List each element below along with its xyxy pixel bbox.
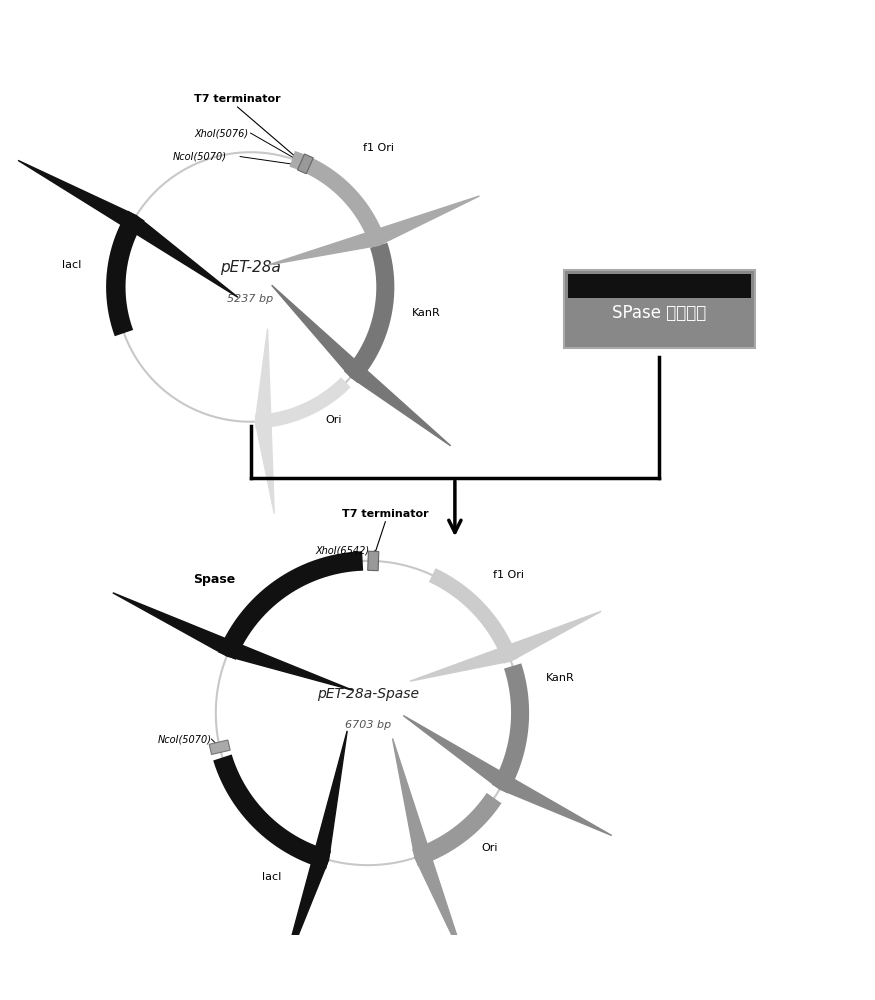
Text: pET-28a: pET-28a <box>220 260 281 275</box>
Polygon shape <box>280 731 347 981</box>
Text: lacI: lacI <box>262 872 282 882</box>
Text: f1 Ori: f1 Ori <box>363 143 395 153</box>
Text: NcoI(5070): NcoI(5070) <box>158 734 212 744</box>
Polygon shape <box>393 739 467 967</box>
FancyBboxPatch shape <box>564 270 755 348</box>
Text: Ori: Ori <box>325 415 341 425</box>
Polygon shape <box>113 593 353 690</box>
Text: pET-28a-Spase: pET-28a-Spase <box>317 687 419 701</box>
Polygon shape <box>271 285 451 446</box>
Text: KanR: KanR <box>411 308 440 318</box>
Polygon shape <box>403 716 612 836</box>
Polygon shape <box>18 160 238 297</box>
Polygon shape <box>269 196 480 265</box>
Text: lacI: lacI <box>61 260 81 270</box>
Text: XhoI(5076): XhoI(5076) <box>194 128 248 138</box>
Text: Spase: Spase <box>193 573 235 586</box>
Text: f1 Ori: f1 Ori <box>493 570 524 580</box>
FancyBboxPatch shape <box>568 274 751 298</box>
Bar <box>368 551 379 571</box>
Bar <box>298 154 313 174</box>
Polygon shape <box>410 611 601 681</box>
Text: T7 terminator: T7 terminator <box>342 509 429 519</box>
Bar <box>209 740 230 754</box>
Text: KanR: KanR <box>546 673 575 683</box>
Text: SPase 基因片段: SPase 基因片段 <box>612 304 706 322</box>
Text: Ori: Ori <box>481 843 498 853</box>
Text: T7 terminator: T7 terminator <box>194 94 281 104</box>
Text: 6703 bp: 6703 bp <box>345 720 391 730</box>
Text: NcoI(5070): NcoI(5070) <box>172 152 227 162</box>
Text: XhoI(6542): XhoI(6542) <box>316 545 370 555</box>
Text: 5237 bp: 5237 bp <box>228 294 274 304</box>
Polygon shape <box>255 329 274 514</box>
